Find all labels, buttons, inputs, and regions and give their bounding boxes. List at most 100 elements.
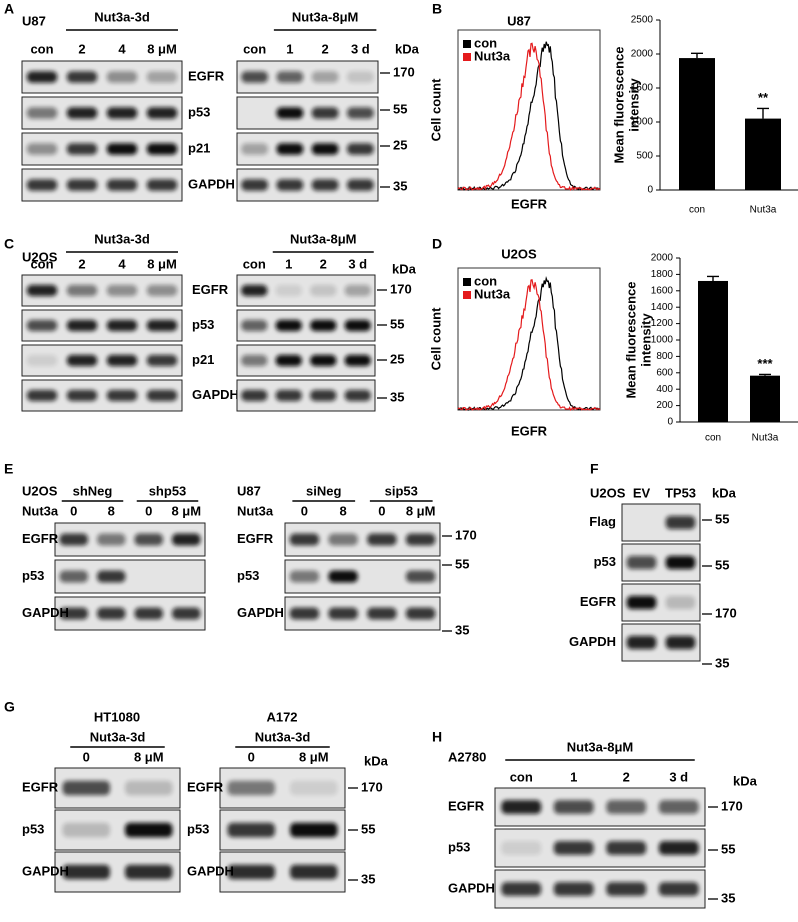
- lane-label: con: [510, 769, 533, 784]
- error-bar: [759, 373, 771, 376]
- unit-label: kDa: [733, 773, 758, 788]
- lane-label: 3 d: [348, 256, 367, 271]
- band: [134, 533, 163, 546]
- band: [367, 607, 397, 620]
- lane-label: con: [243, 256, 266, 271]
- band: [62, 780, 110, 796]
- band: [125, 864, 173, 880]
- protein-label: GAPDH: [237, 605, 284, 620]
- unit-label: kDa: [395, 41, 420, 56]
- band: [289, 533, 320, 546]
- y-tick-label: 2000: [631, 49, 654, 60]
- marker-label: 170: [455, 527, 477, 542]
- band: [606, 841, 647, 855]
- protein-label: EGFR: [237, 531, 274, 546]
- band: [289, 570, 320, 583]
- protein-label: GAPDH: [22, 863, 69, 878]
- band: [62, 822, 110, 838]
- lane-label: 2: [78, 256, 85, 271]
- marker-label: 55: [715, 511, 729, 526]
- protein-label: Flag: [589, 514, 616, 529]
- flow-frame: [457, 267, 601, 411]
- protein-label: p21: [188, 140, 210, 155]
- lane-label: 0: [378, 503, 385, 518]
- marker-label: 35: [393, 178, 407, 193]
- marker-label: 25: [393, 137, 407, 152]
- band: [241, 179, 269, 191]
- panel-letter: D: [432, 236, 442, 252]
- protein-label: GAPDH: [192, 387, 239, 402]
- band: [125, 780, 173, 796]
- band: [275, 284, 302, 297]
- treatment-label: Nut3a-3d: [255, 729, 311, 744]
- band: [665, 595, 696, 610]
- protein-label: EGFR: [188, 68, 225, 83]
- y-tick-label: 1500: [631, 83, 654, 94]
- lane-label: 8: [340, 503, 347, 518]
- y-tick-label: 0: [667, 417, 673, 428]
- marker-label: 35: [361, 871, 375, 886]
- bar: [698, 280, 728, 422]
- band: [106, 179, 138, 191]
- band: [346, 143, 374, 155]
- band: [310, 354, 337, 367]
- protein-label: p53: [187, 821, 209, 836]
- band: [26, 71, 58, 83]
- band: [62, 864, 110, 880]
- treatment-label: Nut3a-3d: [94, 9, 150, 24]
- lane-label: 2: [78, 41, 85, 56]
- band: [66, 284, 98, 297]
- significance: ***: [757, 356, 773, 371]
- y-tick-label: 1600: [651, 285, 674, 296]
- band: [501, 841, 542, 855]
- band: [172, 607, 201, 620]
- treatment-label: Nut3a: [237, 503, 274, 518]
- group-label: sip53: [385, 483, 418, 498]
- band: [626, 595, 657, 610]
- band: [66, 179, 98, 191]
- y-tick-label: 200: [656, 400, 673, 411]
- lane-label: 8 μM: [147, 256, 177, 271]
- band: [290, 780, 338, 796]
- band: [106, 284, 138, 297]
- band: [275, 389, 302, 402]
- marker-label: 55: [390, 316, 404, 331]
- marker-label: 170: [390, 281, 412, 296]
- band: [344, 389, 371, 402]
- axis-label: EGFR: [511, 196, 548, 211]
- band: [241, 319, 268, 332]
- axis-label: Cell count: [428, 78, 443, 142]
- marker-label: 35: [455, 622, 469, 637]
- legend-label: Nut3a: [474, 286, 511, 301]
- band: [172, 533, 201, 546]
- band: [311, 143, 339, 155]
- protein-label: p53: [448, 839, 470, 854]
- band: [66, 319, 98, 332]
- legend-swatch: [463, 40, 471, 48]
- marker-label: 55: [455, 556, 469, 571]
- protein-label: EGFR: [187, 779, 224, 794]
- band: [66, 71, 98, 83]
- band: [658, 841, 699, 855]
- y-tick-label: 1400: [651, 302, 674, 313]
- protein-label: EGFR: [448, 798, 485, 813]
- y-axis-label: Mean fluorescence: [611, 46, 626, 163]
- band: [146, 179, 178, 191]
- band: [290, 864, 338, 880]
- band: [106, 354, 138, 367]
- treatment-label: Nut3a: [22, 503, 59, 518]
- x-tick-label: con: [705, 433, 721, 444]
- marker-label: 35: [721, 890, 735, 905]
- band: [97, 533, 126, 546]
- protein-label: p53: [188, 104, 210, 119]
- cell-line: U87: [237, 483, 261, 498]
- band: [26, 319, 58, 332]
- lane-label: 8 μM: [147, 41, 177, 56]
- band: [66, 143, 98, 155]
- bar: [750, 375, 780, 422]
- y-axis-label: intensity: [626, 78, 641, 132]
- panel-letter: G: [4, 699, 15, 715]
- band: [241, 71, 269, 83]
- protein-label: p53: [22, 821, 44, 836]
- band: [553, 841, 594, 855]
